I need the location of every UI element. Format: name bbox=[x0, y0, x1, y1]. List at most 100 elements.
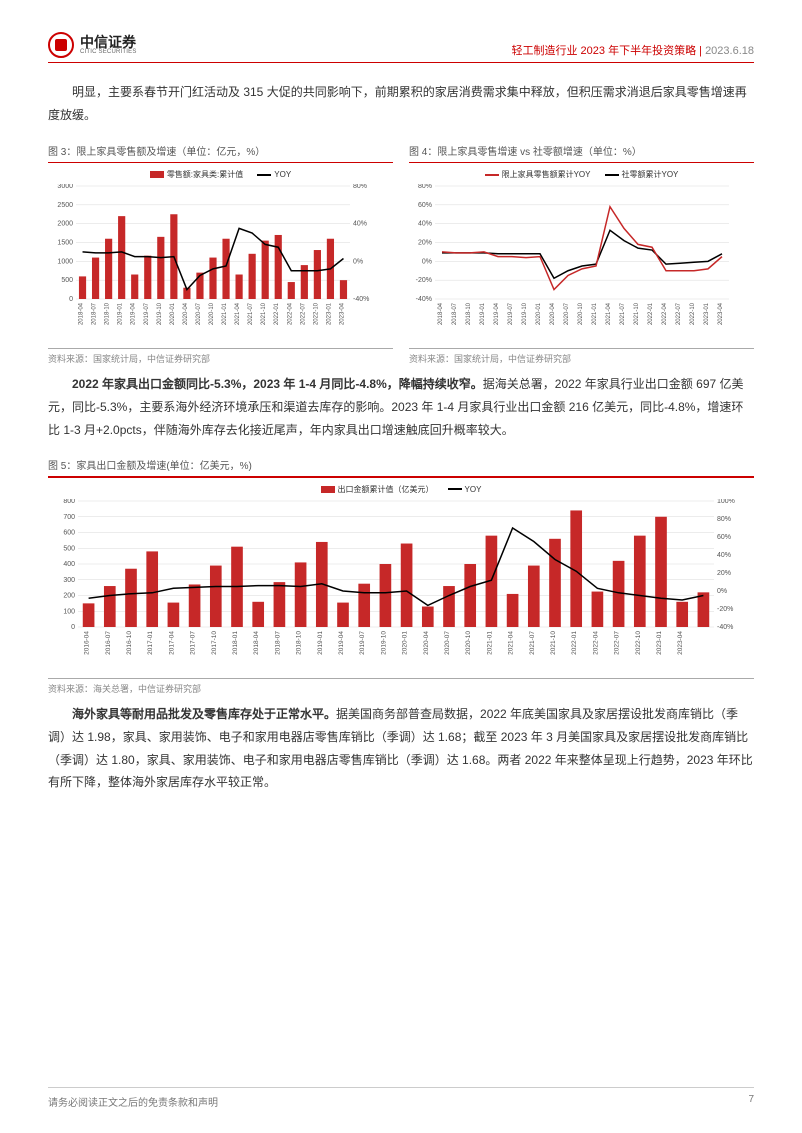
svg-text:80%: 80% bbox=[418, 184, 432, 190]
svg-text:2020-10: 2020-10 bbox=[465, 631, 472, 655]
svg-text:2021-01: 2021-01 bbox=[486, 631, 493, 655]
svg-text:400: 400 bbox=[63, 561, 75, 568]
footer: 请务必阅读正文之后的免责条款和声明 7 bbox=[48, 1087, 754, 1109]
svg-text:2016-04: 2016-04 bbox=[84, 631, 91, 655]
logo-en: CITIC SECURITIES bbox=[80, 49, 137, 55]
svg-text:2022-10: 2022-10 bbox=[313, 302, 319, 325]
svg-text:2021-01: 2021-01 bbox=[592, 302, 598, 325]
svg-text:2020-04: 2020-04 bbox=[183, 302, 189, 325]
svg-text:2022-10: 2022-10 bbox=[690, 302, 696, 325]
svg-text:2021-04: 2021-04 bbox=[606, 302, 612, 325]
svg-text:0%: 0% bbox=[422, 258, 432, 265]
svg-text:0%: 0% bbox=[353, 258, 363, 265]
page-number: 7 bbox=[748, 1094, 754, 1109]
svg-text:2019-10: 2019-10 bbox=[157, 302, 163, 325]
svg-text:80%: 80% bbox=[717, 516, 731, 523]
svg-text:2000: 2000 bbox=[57, 221, 73, 228]
logo: 中信证券 CITIC SECURITIES bbox=[48, 32, 137, 58]
svg-text:40%: 40% bbox=[717, 552, 731, 559]
chart-3-title: 图 3：限上家具零售额及增速（单位：亿元，%） bbox=[48, 143, 393, 158]
svg-text:2019-07: 2019-07 bbox=[144, 302, 150, 325]
svg-text:2023-04: 2023-04 bbox=[677, 631, 684, 655]
svg-text:2020-01: 2020-01 bbox=[402, 631, 409, 655]
page-header: 中信证券 CITIC SECURITIES 轻工制造行业 2023 年下半年投资… bbox=[48, 32, 754, 63]
svg-text:2018-04: 2018-04 bbox=[79, 302, 85, 325]
svg-text:-40%: -40% bbox=[416, 296, 432, 303]
svg-text:2019-01: 2019-01 bbox=[118, 302, 124, 325]
svg-text:700: 700 bbox=[63, 514, 75, 521]
svg-text:100%: 100% bbox=[717, 499, 735, 505]
header-title: 轻工制造行业 2023 年下半年投资策略 | 2023.6.18 bbox=[511, 42, 754, 58]
svg-text:2021-10: 2021-10 bbox=[634, 302, 640, 325]
svg-text:60%: 60% bbox=[418, 202, 432, 209]
svg-text:2022-04: 2022-04 bbox=[592, 631, 599, 655]
svg-text:2017-01: 2017-01 bbox=[147, 631, 154, 655]
svg-text:3000: 3000 bbox=[57, 184, 73, 190]
svg-text:20%: 20% bbox=[418, 240, 432, 247]
svg-text:2019-10: 2019-10 bbox=[380, 631, 387, 655]
svg-text:500: 500 bbox=[63, 545, 75, 552]
svg-text:2500: 2500 bbox=[57, 202, 73, 209]
svg-text:2021-04: 2021-04 bbox=[235, 302, 241, 325]
svg-text:2016-10: 2016-10 bbox=[126, 631, 133, 655]
chart-4-title: 图 4：限上家具零售增速 vs 社零额增速（单位：%） bbox=[409, 143, 754, 158]
svg-text:2020-10: 2020-10 bbox=[578, 302, 584, 325]
svg-text:2022-01: 2022-01 bbox=[648, 302, 654, 325]
svg-text:2023-01: 2023-01 bbox=[704, 302, 710, 325]
svg-text:2021-01: 2021-01 bbox=[222, 302, 228, 325]
svg-text:800: 800 bbox=[63, 499, 75, 505]
svg-text:500: 500 bbox=[61, 277, 73, 284]
svg-text:2018-07: 2018-07 bbox=[274, 631, 281, 655]
svg-text:2021-10: 2021-10 bbox=[550, 631, 557, 655]
svg-text:2017-04: 2017-04 bbox=[168, 631, 175, 655]
svg-text:2018-10: 2018-10 bbox=[296, 631, 303, 655]
svg-text:2023-01: 2023-01 bbox=[326, 302, 332, 325]
svg-text:2022-04: 2022-04 bbox=[287, 302, 293, 325]
svg-text:2022-01: 2022-01 bbox=[571, 631, 578, 655]
svg-text:2021-07: 2021-07 bbox=[248, 302, 254, 325]
svg-text:2019-01: 2019-01 bbox=[480, 302, 486, 325]
footer-disclaimer: 请务必阅读正文之后的免责条款和声明 bbox=[48, 1094, 218, 1109]
svg-text:2020-01: 2020-01 bbox=[170, 302, 176, 325]
paragraph-3: 海外家具等耐用品批发及零售库存处于正常水平。据美国商务部普查局数据，2022 年… bbox=[48, 703, 754, 794]
svg-text:-20%: -20% bbox=[717, 606, 733, 613]
svg-text:2023-04: 2023-04 bbox=[718, 302, 724, 325]
svg-text:2019-07: 2019-07 bbox=[508, 302, 514, 325]
svg-text:2018-07: 2018-07 bbox=[92, 302, 98, 325]
svg-text:2018-07: 2018-07 bbox=[452, 302, 458, 325]
svg-text:2021-07: 2021-07 bbox=[620, 302, 626, 325]
svg-text:20%: 20% bbox=[717, 570, 731, 577]
chart-5: 图 5：家具出口金额及增速(单位：亿美元，%) 出口金额累计值（亿美元） YOY… bbox=[48, 457, 754, 695]
svg-text:100: 100 bbox=[63, 608, 75, 615]
svg-text:2022-07: 2022-07 bbox=[300, 302, 306, 325]
svg-text:2020-01: 2020-01 bbox=[536, 302, 542, 325]
svg-text:2023-01: 2023-01 bbox=[656, 631, 663, 655]
chart-5-source: 资料来源：海关总署，中信证券研究部 bbox=[48, 678, 754, 695]
svg-text:2020-07: 2020-07 bbox=[444, 631, 451, 655]
svg-text:2018-04: 2018-04 bbox=[438, 302, 444, 325]
svg-text:2021-07: 2021-07 bbox=[529, 631, 536, 655]
svg-text:0%: 0% bbox=[717, 588, 727, 595]
svg-text:2020-07: 2020-07 bbox=[196, 302, 202, 325]
svg-text:0: 0 bbox=[71, 624, 75, 631]
svg-text:2019-07: 2019-07 bbox=[359, 631, 366, 655]
svg-text:2021-04: 2021-04 bbox=[508, 631, 515, 655]
svg-text:40%: 40% bbox=[418, 221, 432, 228]
svg-text:-20%: -20% bbox=[416, 277, 432, 284]
svg-text:2020-07: 2020-07 bbox=[564, 302, 570, 325]
svg-text:2017-07: 2017-07 bbox=[190, 631, 197, 655]
chart-5-title: 图 5：家具出口金额及增速(单位：亿美元，%) bbox=[48, 457, 754, 472]
svg-text:2019-04: 2019-04 bbox=[494, 302, 500, 325]
svg-text:2018-10: 2018-10 bbox=[105, 302, 111, 325]
svg-text:1000: 1000 bbox=[57, 258, 73, 265]
svg-text:0: 0 bbox=[69, 296, 73, 303]
svg-text:-40%: -40% bbox=[353, 296, 369, 303]
svg-text:2019-01: 2019-01 bbox=[317, 631, 324, 655]
svg-text:2020-04: 2020-04 bbox=[423, 631, 430, 655]
svg-text:2020-10: 2020-10 bbox=[209, 302, 215, 325]
svg-text:2022-07: 2022-07 bbox=[614, 631, 621, 655]
svg-text:60%: 60% bbox=[717, 534, 731, 541]
svg-text:2019-04: 2019-04 bbox=[131, 302, 137, 325]
svg-text:2016-07: 2016-07 bbox=[105, 631, 112, 655]
paragraph-2: 2022 年家具出口金额同比-5.3%，2023 年 1-4 月同比-4.8%，… bbox=[48, 373, 754, 441]
